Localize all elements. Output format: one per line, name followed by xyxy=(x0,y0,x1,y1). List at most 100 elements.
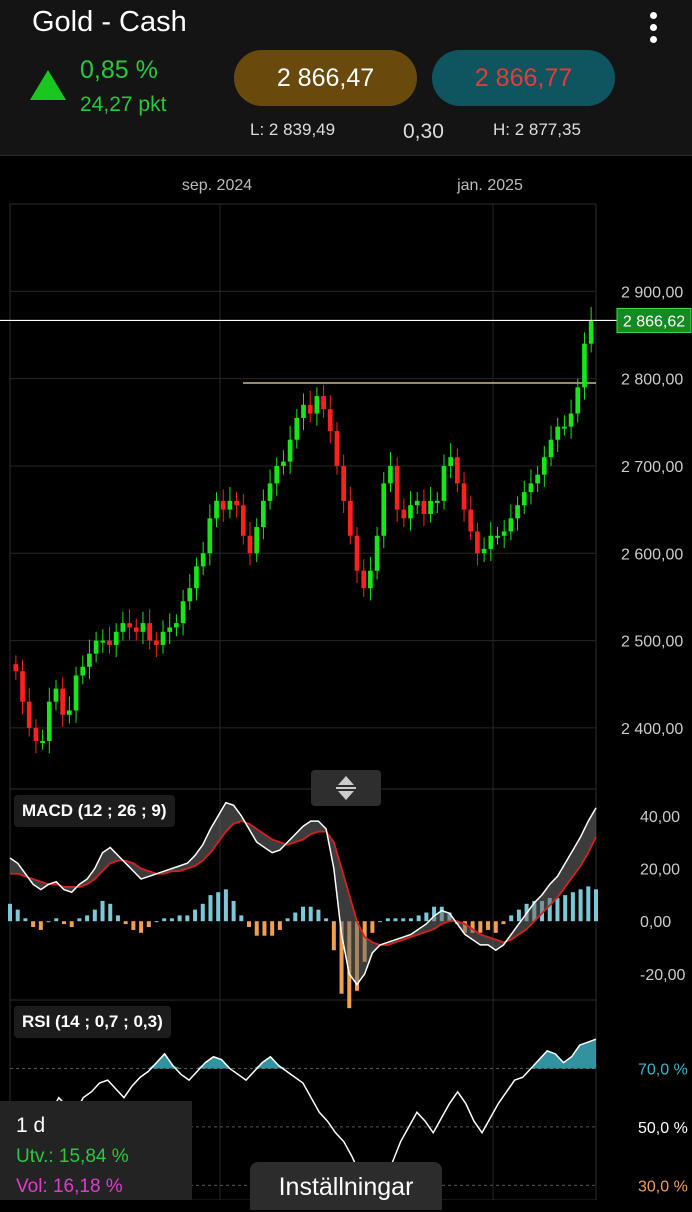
candle-body xyxy=(247,535,253,554)
high-price: H: 2 877,35 xyxy=(493,120,581,139)
rsi-label[interactable]: RSI (14 ; 0,7 ; 0,3) xyxy=(14,1006,171,1038)
candle-body xyxy=(294,417,300,440)
candle-body xyxy=(207,518,213,554)
candle-body xyxy=(93,640,99,654)
candle-body xyxy=(87,653,92,667)
settings-button[interactable]: Inställningar xyxy=(250,1162,442,1210)
macd-y-tick: 0,00 xyxy=(640,914,671,931)
macd-histogram-bar xyxy=(92,909,97,922)
candle-body xyxy=(274,465,280,484)
bid-button[interactable]: 2 866,47 xyxy=(234,50,417,106)
candle-body xyxy=(541,457,547,475)
candle-body xyxy=(334,431,340,466)
candle-body xyxy=(361,570,367,589)
candle-body xyxy=(381,483,387,536)
macd-histogram-bar xyxy=(432,906,437,922)
candle-body xyxy=(548,439,554,458)
macd-histogram-bar xyxy=(38,921,43,930)
macd-histogram-bar xyxy=(254,921,259,936)
candle-body xyxy=(80,666,86,676)
macd-histogram-bar xyxy=(239,915,244,922)
candle-body xyxy=(475,531,480,554)
candle-body xyxy=(562,426,567,429)
macd-histogram-bar xyxy=(478,921,483,933)
macd-histogram-bar xyxy=(208,895,213,922)
candle-body xyxy=(327,409,333,432)
candle-body xyxy=(180,601,186,624)
candle-body xyxy=(394,465,400,510)
candle-body xyxy=(200,553,206,567)
macd-histogram-bar xyxy=(146,921,151,928)
low-price: L: 2 839,49 xyxy=(250,120,336,139)
macd-histogram-bar xyxy=(578,889,583,922)
y-tick-label: 2 400,00 xyxy=(621,721,683,738)
y-tick-label: 2 600,00 xyxy=(621,546,683,563)
candle-body xyxy=(287,439,293,462)
macd-histogram-bar xyxy=(100,900,105,922)
macd-histogram-bar xyxy=(46,921,51,923)
macd-histogram-bar xyxy=(177,915,182,922)
info-box xyxy=(0,1101,192,1200)
candle-body xyxy=(60,688,66,715)
candle-body xyxy=(455,457,460,484)
rsi-panel xyxy=(9,999,597,1200)
macd-histogram-bar xyxy=(416,915,421,922)
macd-signal-line xyxy=(10,820,597,946)
drag-arrows-icon xyxy=(336,776,356,800)
more-vert-icon[interactable] xyxy=(642,12,664,48)
rsi-y-tick: 50,0 % xyxy=(638,1120,688,1137)
y-tick-label: 2 800,00 xyxy=(621,372,683,389)
candle-body xyxy=(153,640,159,645)
candle-body xyxy=(167,627,173,632)
macd-fill xyxy=(10,802,596,985)
macd-histogram-bar xyxy=(31,921,36,928)
change-percent: 0,85 % xyxy=(80,56,158,84)
candle-body xyxy=(448,457,454,466)
macd-histogram-bar xyxy=(216,892,221,922)
candle-body xyxy=(187,588,193,602)
macd-histogram-bar xyxy=(15,909,20,922)
candle-body xyxy=(127,623,132,628)
macd-histogram-bar xyxy=(470,921,475,933)
macd-histogram-bar xyxy=(301,906,305,922)
macd-histogram-bar xyxy=(570,892,575,922)
macd-histogram-bar xyxy=(586,886,591,922)
candle-body xyxy=(374,535,380,571)
y-tick-label: 2 500,00 xyxy=(621,634,683,651)
candle-body xyxy=(588,321,594,344)
candle-body xyxy=(100,640,106,643)
candle-body xyxy=(501,531,507,536)
macd-line xyxy=(9,801,597,986)
ask-button[interactable]: 2 866,77 xyxy=(432,50,615,106)
period-label[interactable]: 1 d xyxy=(16,1114,46,1137)
rsi-y-tick: 70,0 % xyxy=(638,1061,688,1078)
performance-label: Utv.: 15,84 % xyxy=(16,1146,129,1167)
candle-body xyxy=(120,623,126,632)
candle-body xyxy=(133,627,139,632)
price-chart[interactable]: sep. 2024 jan. 2025 2 900,00 2 800,00 2 700,… xyxy=(0,155,692,1200)
macd-y-tick: 20,00 xyxy=(640,862,680,879)
macd-histogram-bar xyxy=(200,903,205,922)
candle-body xyxy=(528,483,534,493)
volatility-label: Vol: 16,18 % xyxy=(16,1176,123,1197)
macd-histogram-bar xyxy=(555,898,560,922)
candle-body xyxy=(214,500,219,519)
candle-body xyxy=(347,500,353,536)
macd-histogram-bar xyxy=(339,921,344,994)
candle-body xyxy=(414,500,420,506)
macd-histogram-bar xyxy=(69,921,74,928)
macd-label[interactable]: MACD (12 ; 26 ; 9) xyxy=(14,795,175,827)
candle-body xyxy=(254,527,260,554)
resize-handle[interactable] xyxy=(311,770,381,806)
macd-histogram-bar xyxy=(408,918,413,922)
macd-histogram-bar xyxy=(270,921,275,936)
y-tick-label: 2 700,00 xyxy=(621,459,683,476)
change-points: 24,27 pkt xyxy=(80,93,167,116)
macd-histogram-bar xyxy=(223,889,228,922)
candle-body xyxy=(267,483,273,501)
candle-body xyxy=(113,631,119,645)
macd-histogram-bar xyxy=(115,915,120,922)
candle-body xyxy=(13,664,19,672)
candle-body xyxy=(314,396,320,414)
candle-body xyxy=(401,509,407,519)
